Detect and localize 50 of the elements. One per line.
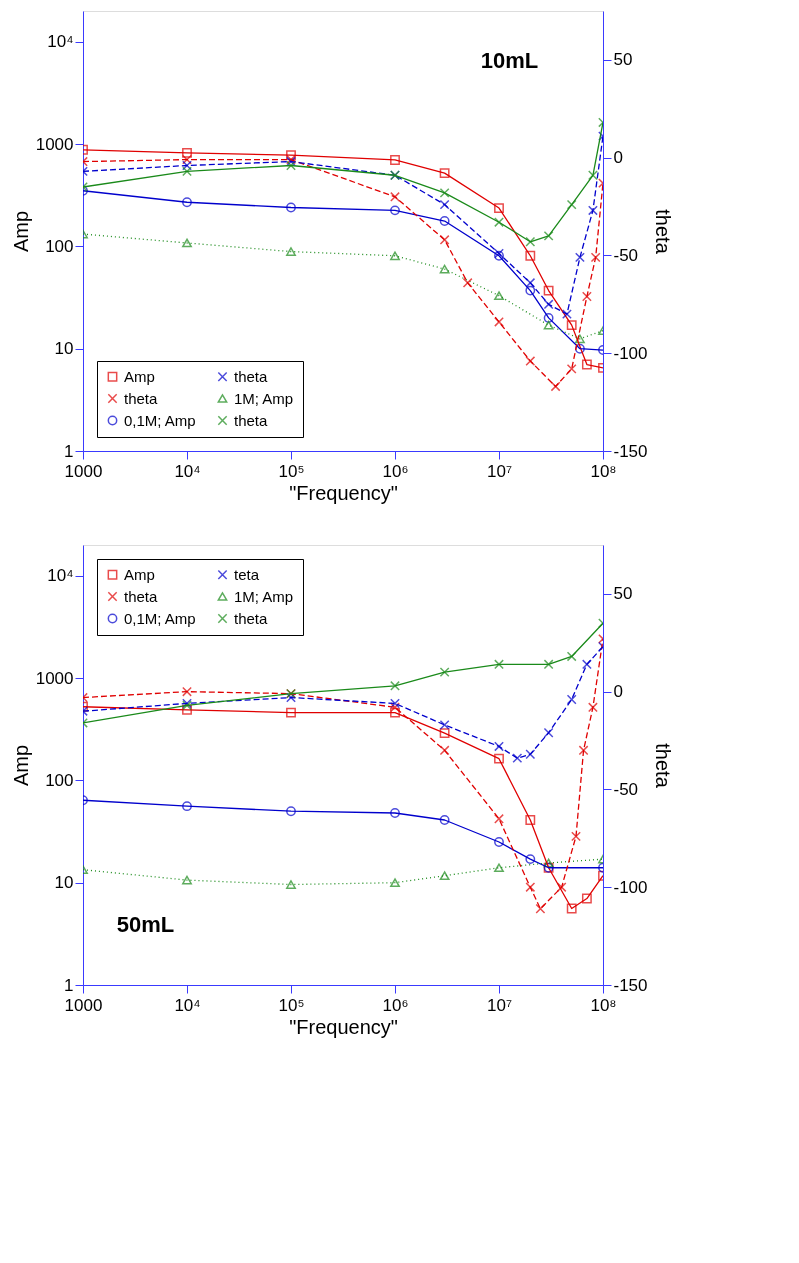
- y2-tick-label: -50: [613, 245, 639, 265]
- y2-tick-label: 0: [613, 148, 623, 168]
- y-tick-label: 1: [64, 441, 74, 461]
- x-axis-title: "Frequency": [289, 1015, 398, 1038]
- legend-label: theta: [234, 411, 269, 429]
- y2-tick-label: -100: [613, 343, 648, 363]
- x-tick-label: 10⁶: [382, 995, 409, 1015]
- x-tick-label: 10⁴: [174, 461, 201, 481]
- x-axis-title: "Frequency": [289, 481, 398, 504]
- y-axis-title: Amp: [9, 744, 32, 787]
- legend-label: 0,1M; Amp: [124, 609, 196, 627]
- legend-label: 0,1M; Amp: [124, 411, 196, 429]
- legend-label: 1M; Amp: [234, 389, 294, 407]
- legend-label: theta: [234, 609, 269, 627]
- x-tick-label: 10⁶: [382, 461, 409, 481]
- y2-tick-label: -150: [613, 975, 648, 995]
- legend-label: Amp: [124, 565, 155, 583]
- y-tick-label: 10: [54, 339, 74, 359]
- legend-label: theta: [234, 367, 269, 385]
- y-tick-label: 10⁴: [47, 566, 74, 586]
- x-tick-label: 10⁸: [590, 995, 617, 1015]
- y-axis-title: Amp: [9, 210, 32, 253]
- y2-tick-label: 50: [613, 584, 633, 604]
- x-tick-label: 10⁵: [278, 995, 305, 1015]
- y2-tick-label: -150: [613, 441, 648, 461]
- y2-tick-label: 50: [613, 50, 633, 70]
- y-tick-label: 100: [45, 236, 74, 256]
- legend-label: theta: [124, 389, 159, 407]
- y2-tick-label: -100: [613, 877, 648, 897]
- x-tick-label: 10⁸: [590, 461, 617, 481]
- y-tick-label: 1000: [35, 134, 74, 154]
- annotation: 50mL: [116, 912, 175, 937]
- y-tick-label: 100: [45, 770, 74, 790]
- legend-label: teta: [234, 565, 260, 583]
- y2-tick-label: 0: [613, 682, 623, 702]
- y2-tick-label: -50: [613, 779, 639, 799]
- x-tick-label: 10⁵: [278, 461, 305, 481]
- y2-axis-title: theta: [651, 209, 674, 255]
- y2-axis-title: theta: [651, 743, 674, 789]
- x-tick-label: 10⁷: [486, 461, 513, 481]
- x-tick-label: 10⁴: [174, 995, 201, 1015]
- legend-label: 1M; Amp: [234, 587, 294, 605]
- annotation: 10mL: [480, 48, 539, 73]
- y-tick-label: 10⁴: [47, 32, 74, 52]
- y-tick-label: 1000: [35, 668, 74, 688]
- legend-label: theta: [124, 587, 159, 605]
- x-tick-label: 10⁷: [486, 995, 513, 1015]
- legend-label: Amp: [124, 367, 155, 385]
- y-tick-label: 10: [54, 873, 74, 893]
- y-tick-label: 1: [64, 975, 74, 995]
